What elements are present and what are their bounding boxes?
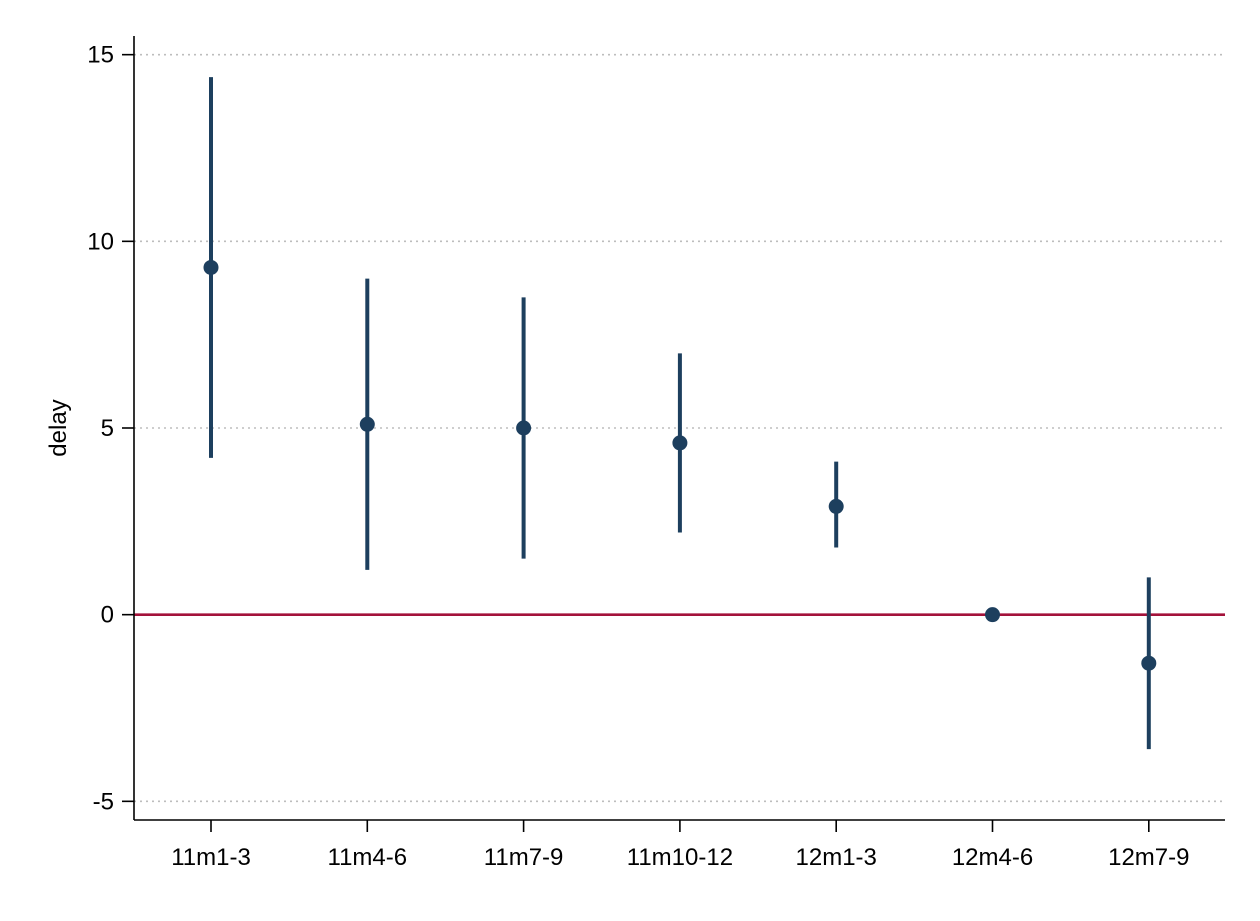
x-tick-label-6: 12m7-9	[1108, 844, 1189, 871]
x-tick-label-3: 11m10-12	[627, 844, 733, 871]
x-tick-label-2: 11m7-9	[484, 844, 564, 871]
x-tick-label-4: 12m1-3	[796, 844, 877, 871]
point-estimate-0	[203, 259, 219, 275]
y-tick-label-4: -5	[93, 788, 114, 815]
x-tick-label-1: 11m4-6	[328, 844, 408, 871]
y-tick-label-0: 15	[87, 42, 114, 69]
data-marks	[203, 77, 1157, 750]
y-axis-title: delay	[45, 399, 72, 456]
point-estimate-3	[672, 435, 688, 451]
point-estimate-5	[985, 607, 1000, 623]
x-tick-label-5: 12m4-6	[952, 844, 1033, 871]
point-estimate-4	[828, 498, 844, 514]
point-estimate-2	[516, 420, 532, 436]
y-tick-label-2: 5	[101, 415, 114, 442]
axes: 15 10 5 0 -5 11m1-3 11m4-6 11m7-9 11m10-12 12m1-3…	[87, 36, 1225, 871]
point-estimate-1	[359, 416, 375, 432]
x-tick-label-0: 11m1-3	[171, 844, 251, 871]
point-estimate-6	[1141, 655, 1157, 671]
y-tick-label-1: 10	[87, 228, 114, 255]
gridlines	[134, 53, 1225, 803]
y-tick-label-3: 0	[101, 602, 114, 629]
